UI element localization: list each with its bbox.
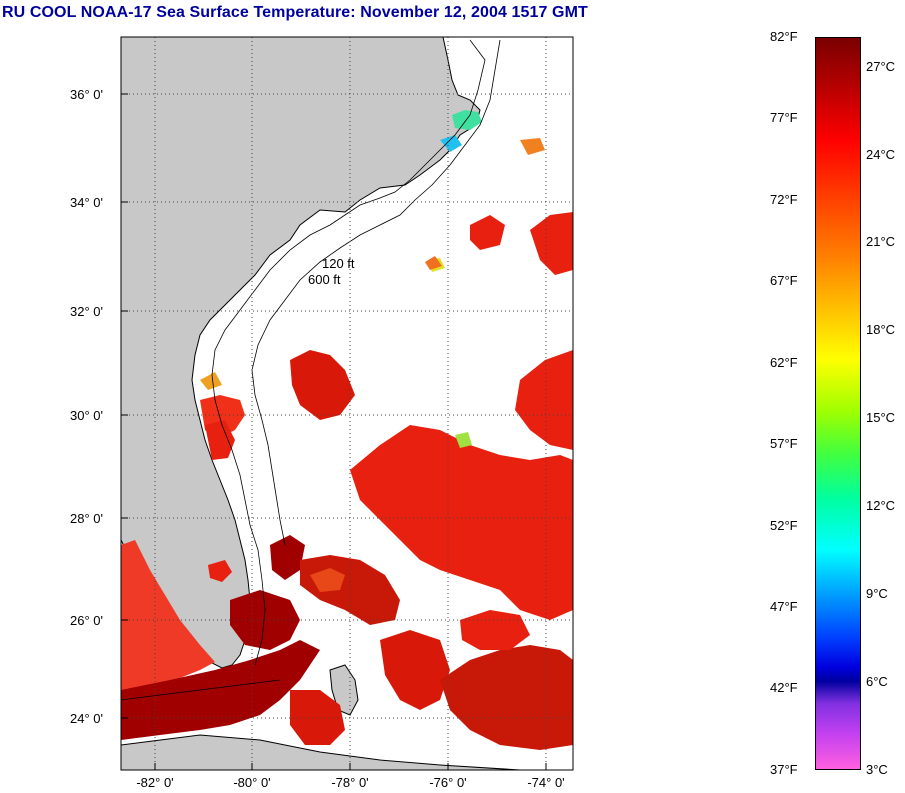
colorbar-c-label: 24°C — [866, 147, 896, 162]
lon-label: -74° 0' — [527, 775, 564, 790]
colorbar-f-label: 52°F — [770, 518, 798, 533]
lat-label: 24° 0' — [70, 711, 103, 726]
map-title: RU COOL NOAA-17 Sea Surface Temperature:… — [2, 4, 588, 21]
colorbar-c-label: 18°C — [866, 322, 896, 337]
colorbar-c-label: 6°C — [866, 674, 888, 689]
lon-label: -78° 0' — [331, 775, 368, 790]
lat-label: 36° 0' — [70, 87, 103, 102]
colorbar-c-label: 27°C — [866, 59, 896, 74]
grid-lines — [121, 37, 573, 770]
colorbar-c-label: 12°C — [866, 498, 896, 513]
colorbar-f-label: 82°F — [770, 29, 798, 44]
lon-label: -76° 0' — [429, 775, 466, 790]
colorbar-c-label: 3°C — [866, 762, 888, 777]
colorbar-f-label: 72°F — [770, 192, 798, 207]
lat-label: 28° 0' — [70, 511, 103, 526]
land-cuba — [121, 734, 521, 770]
lat-label: 26° 0' — [70, 613, 103, 628]
colorbar-c-label: 9°C — [866, 586, 888, 601]
depth-contours — [121, 39, 501, 701]
temperature-colorbar — [815, 37, 861, 770]
colorbar-f-label: 37°F — [770, 762, 798, 777]
axis-ticks — [121, 93, 547, 770]
lon-label: -80° 0' — [233, 775, 270, 790]
colorbar-c-label: 15°C — [866, 410, 896, 425]
colorbar-f-label: 62°F — [770, 355, 798, 370]
map-frame — [120, 36, 574, 771]
colorbar-f-label: 77°F — [770, 110, 798, 125]
land-andros — [329, 664, 359, 716]
colorbar-c-label: 21°C — [866, 234, 896, 249]
lon-label: -82° 0' — [136, 775, 173, 790]
colorbar-f-label: 57°F — [770, 436, 798, 451]
lat-label: 32° 0' — [70, 304, 103, 319]
lat-label: 30° 0' — [70, 408, 103, 423]
colorbar-f-label: 47°F — [770, 599, 798, 614]
contour-label-120ft: 120 ft — [322, 256, 355, 271]
colorbar-f-label: 42°F — [770, 680, 798, 695]
contour-label-600ft: 600 ft — [308, 272, 341, 287]
colorbar-f-label: 67°F — [770, 273, 798, 288]
lat-label: 34° 0' — [70, 195, 103, 210]
